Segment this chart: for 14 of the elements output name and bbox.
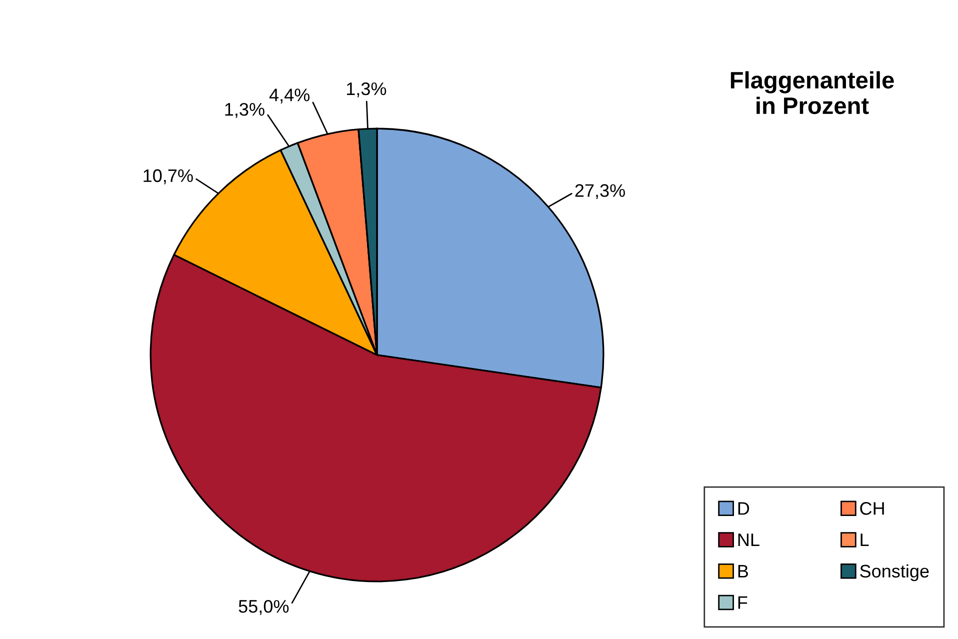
data-label: 4,4% bbox=[269, 88, 310, 104]
legend-label: F bbox=[738, 596, 748, 609]
data-label: 10,7% bbox=[144, 169, 193, 184]
data-label: 55,0% bbox=[238, 600, 289, 615]
legend-label: B bbox=[738, 564, 748, 578]
legend-label: NL bbox=[738, 534, 760, 546]
data-label: 1,3% bbox=[225, 102, 264, 118]
legend-label: Sonstige bbox=[860, 564, 929, 582]
legend-label: D bbox=[738, 502, 750, 515]
legend-label: L bbox=[860, 534, 869, 546]
legend-label: CH bbox=[860, 502, 884, 515]
chart-title: Flaggenanteile in Prozent bbox=[730, 71, 894, 114]
data-label: 27,3% bbox=[575, 184, 625, 200]
data-label: 1,3% bbox=[346, 82, 386, 98]
